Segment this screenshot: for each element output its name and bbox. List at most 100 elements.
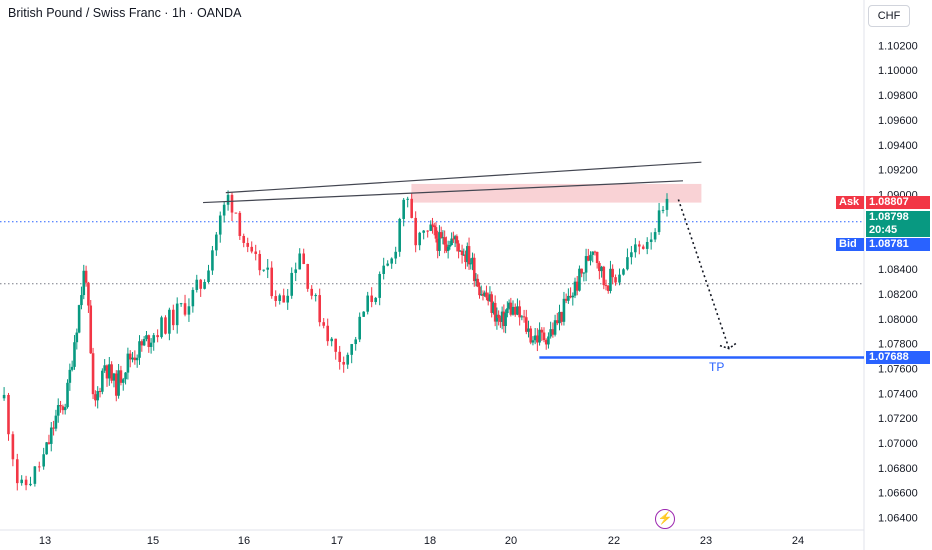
candle-body [203, 282, 206, 289]
candle-body [479, 294, 483, 296]
candle-body [121, 379, 125, 383]
candle-body [133, 357, 137, 361]
candle-body [286, 295, 290, 303]
candle-body [606, 285, 610, 291]
candle-body [455, 236, 459, 244]
candle-body [558, 311, 561, 324]
y-tick-label: 1.09200 [878, 165, 918, 177]
candle-body [96, 391, 100, 401]
y-tick-label: 1.07600 [878, 363, 918, 375]
forecast-arrowhead [719, 341, 738, 350]
candle-body [84, 270, 88, 283]
candle-body [103, 365, 106, 371]
candle-body [168, 309, 171, 334]
candle-body [507, 302, 511, 309]
candle-body [513, 306, 517, 315]
candle-body [108, 364, 111, 379]
candle-body [630, 252, 633, 258]
candle-body [175, 303, 179, 326]
candle-body [112, 373, 116, 381]
candle-body [439, 232, 443, 238]
candle-body [94, 394, 97, 401]
candle-body [555, 320, 559, 324]
candle-body [47, 442, 51, 444]
candle-body [298, 253, 302, 270]
x-tick-label: 18 [424, 535, 436, 547]
x-tick-label: 24 [792, 535, 804, 547]
candle-body [114, 373, 118, 396]
candle-body [68, 369, 72, 383]
candle-body [457, 243, 460, 252]
candle-body [306, 264, 310, 289]
candle-body [164, 317, 167, 334]
candle-body [520, 316, 524, 318]
candle-body [571, 295, 575, 298]
candle-body [119, 370, 123, 383]
candle-body [500, 311, 504, 322]
candle-body [469, 263, 473, 265]
y-tick-label: 1.09600 [878, 115, 918, 127]
candle-body [587, 256, 590, 261]
y-tick-label: 1.07400 [878, 388, 918, 400]
candle-body [131, 357, 134, 360]
candle-body [634, 244, 637, 253]
chart-title: British Pound / Swiss Franc · 1h · OANDA [8, 6, 242, 20]
candle-body [49, 427, 53, 444]
candle-body [334, 338, 337, 352]
candle-body [124, 372, 127, 380]
candle-body [531, 340, 535, 343]
supply-zone [411, 183, 702, 203]
candle-body [80, 295, 83, 306]
candle-body [502, 311, 506, 326]
candle-body [578, 268, 581, 291]
y-tick-label: 1.10200 [878, 40, 918, 52]
currency-button[interactable]: CHF [868, 5, 910, 27]
candle-body [506, 308, 509, 314]
x-tick-label: 23 [700, 535, 712, 547]
candle-body [429, 224, 433, 231]
candle-body [199, 279, 202, 289]
candle-body [589, 254, 592, 261]
x-tick-label: 22 [608, 535, 620, 547]
candle-body [653, 232, 657, 240]
ask-price-tag: 1.08807 [866, 196, 930, 210]
candle-body [207, 270, 210, 283]
candle-body [390, 258, 393, 264]
candle-body [258, 253, 262, 271]
candle-body [310, 288, 314, 296]
candle-body [467, 246, 471, 265]
candle-body [488, 294, 492, 302]
candle-body [522, 316, 526, 318]
candle-body [575, 281, 579, 291]
candle-body [649, 239, 653, 242]
candle-body [374, 297, 377, 302]
candle-body [560, 311, 564, 322]
candle-body [611, 268, 614, 278]
candle-body [602, 266, 606, 286]
candle-body [142, 339, 146, 346]
candle-body [394, 251, 397, 259]
candle-body [274, 296, 278, 301]
candle-body [2, 394, 6, 399]
candle-body [82, 270, 86, 296]
candle-body [11, 434, 15, 460]
y-tick-label: 1.08000 [878, 314, 918, 326]
candle-body [187, 306, 191, 315]
candle-body [485, 292, 488, 298]
candle-body [466, 246, 469, 263]
candle-body [149, 342, 153, 347]
candle-body [569, 295, 572, 298]
resistance-trendline [203, 180, 684, 204]
candle-body [665, 198, 669, 210]
candle-body [195, 279, 199, 290]
candle-body [314, 295, 318, 297]
bid-price-tag: 1.08781 [866, 237, 930, 251]
candle-body [54, 415, 58, 429]
x-tick-label: 20 [505, 535, 517, 547]
y-tick-label: 1.09800 [878, 90, 918, 102]
lightning-icon[interactable]: ⚡ [655, 509, 675, 529]
candle-body [661, 209, 665, 211]
candle-body [218, 215, 222, 235]
